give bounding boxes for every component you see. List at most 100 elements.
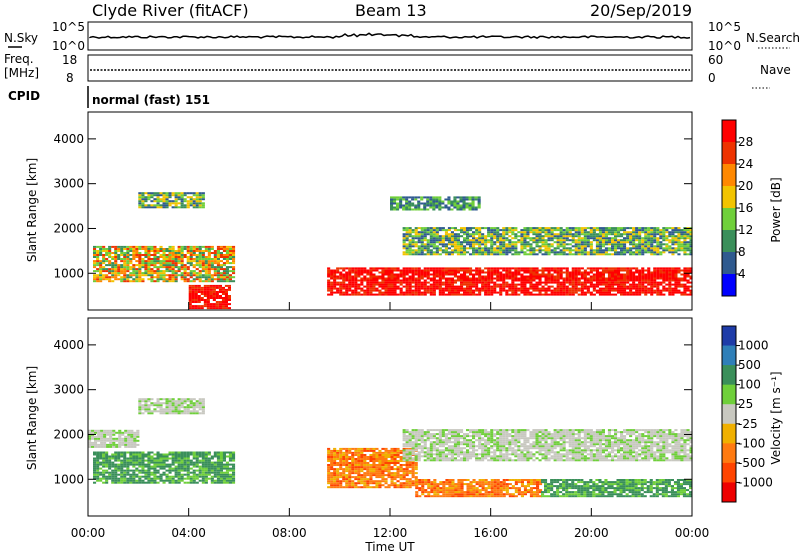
heat-cell [348, 480, 352, 483]
heat-cell [88, 439, 92, 442]
heat-cell [583, 271, 587, 274]
heat-cell [188, 293, 192, 295]
heat-cell [420, 233, 424, 236]
heat-cell [327, 285, 331, 288]
heat-cell [171, 248, 175, 250]
heat-cell [232, 479, 236, 482]
heat-cell [360, 283, 364, 286]
heat-cell [671, 243, 675, 246]
heat-cell [604, 291, 608, 294]
heat-cell [111, 274, 115, 277]
heat-cell [475, 271, 479, 274]
heat-cell [227, 288, 231, 291]
heat-cell [114, 463, 118, 466]
heat-cell [629, 285, 633, 288]
heat-cell [156, 471, 160, 474]
heat-cell [150, 194, 154, 197]
heat-cell [201, 204, 205, 207]
heat-cell [112, 431, 116, 434]
heat-cell [159, 204, 163, 207]
heat-cell [674, 269, 678, 272]
heat-cell [447, 273, 451, 276]
heat-cell [180, 402, 184, 405]
heat-cell [617, 241, 621, 244]
heat-cell [574, 245, 578, 248]
heat-cell [478, 233, 482, 236]
heat-cell [689, 229, 693, 232]
heat-cell [135, 278, 139, 281]
heat-cell [438, 241, 442, 244]
heat-cell [141, 258, 145, 260]
heat-cell [562, 283, 566, 286]
heat-cell [191, 288, 195, 291]
heat-cell [508, 283, 512, 286]
heat-cell [620, 249, 624, 252]
heat-cell [514, 249, 518, 252]
heat-cell [632, 275, 636, 278]
heat-cell [174, 194, 178, 197]
heat-cell [559, 241, 563, 244]
heat-cell [641, 277, 645, 280]
heat-cell [583, 285, 587, 288]
heat-cell [201, 258, 205, 260]
heat-cell [339, 456, 343, 458]
heat-cell [617, 227, 621, 230]
heat-cell [360, 281, 364, 284]
heat-cell [168, 248, 172, 250]
heat-cell [105, 471, 109, 474]
heat-cell [372, 281, 376, 284]
heat-cell [135, 245, 139, 248]
heat-cell [153, 461, 157, 464]
heat-cell [147, 262, 151, 265]
heat-cell [620, 235, 624, 238]
heat-cell [141, 471, 145, 474]
heat-cell [103, 439, 107, 442]
heat-cell [547, 277, 551, 280]
heat-cell [638, 243, 642, 246]
heat-cell [144, 404, 148, 407]
heat-cell [129, 266, 133, 269]
heat-cell [659, 251, 663, 254]
heat-cell [111, 475, 115, 478]
heat-cell [484, 249, 488, 252]
heat-cell [417, 231, 421, 234]
heat-cell [538, 277, 542, 280]
heat-cell [441, 239, 445, 242]
heat-cell [680, 285, 684, 288]
heat-cell [653, 233, 657, 236]
heat-cell [514, 237, 518, 240]
heat-cell [607, 233, 611, 236]
heat-cell [580, 293, 584, 296]
heat-cell [333, 449, 337, 452]
heat-cell [215, 284, 219, 287]
heat-cell [405, 271, 409, 274]
heat-cell [469, 293, 473, 296]
heat-cell [399, 283, 403, 286]
heat-cell [532, 233, 536, 236]
heat-cell [91, 443, 95, 446]
heat-cell [174, 192, 178, 195]
heat-cell [336, 454, 340, 456]
heat-cell [595, 269, 599, 272]
heat-cell [333, 269, 337, 272]
heat-cell [604, 287, 608, 290]
heat-cell [198, 461, 202, 464]
heat-cell [511, 267, 515, 270]
heat-cell [354, 458, 358, 460]
heat-cell [532, 277, 536, 280]
heat-cell [197, 288, 201, 291]
heat-cell [156, 469, 160, 472]
heat-cell [463, 283, 467, 286]
heat-cell [514, 235, 518, 238]
heat-cell [499, 277, 503, 280]
heat-cell [219, 479, 223, 482]
heat-cell [96, 453, 100, 456]
heat-cell [197, 284, 201, 287]
heat-cell [411, 198, 415, 201]
heat-cell [201, 479, 205, 482]
heat-cell [135, 469, 139, 472]
heat-cell [327, 447, 331, 450]
heat-cell [339, 482, 343, 485]
heat-cell [218, 291, 222, 293]
heat-cell [472, 227, 476, 230]
